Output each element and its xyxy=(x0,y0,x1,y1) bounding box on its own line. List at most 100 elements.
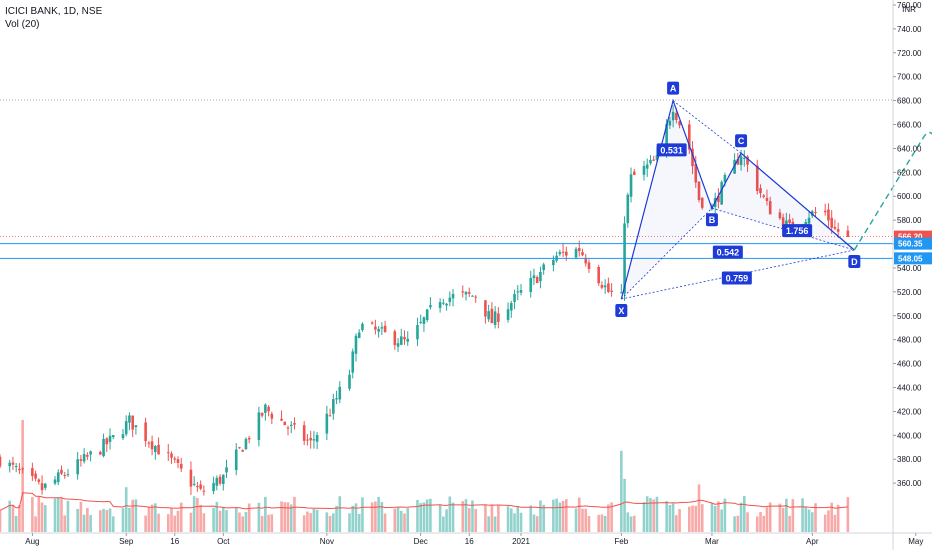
volume-bar xyxy=(736,515,740,532)
volume-bar xyxy=(99,510,102,532)
candle xyxy=(416,317,419,346)
candle xyxy=(370,321,374,325)
volume-bar xyxy=(102,508,105,532)
candle xyxy=(196,481,199,492)
volume-bar xyxy=(785,498,788,532)
candle xyxy=(357,329,361,339)
volume-bar xyxy=(733,516,736,532)
volume-bar xyxy=(79,501,83,532)
svg-text:X: X xyxy=(618,306,624,316)
candle xyxy=(620,284,623,294)
candle xyxy=(671,105,675,128)
volume-bar xyxy=(309,513,312,532)
volume-bar xyxy=(467,508,471,532)
y-tick-label: 420.00 xyxy=(897,407,922,416)
pattern-point-d: D xyxy=(848,255,861,269)
candle xyxy=(241,449,245,452)
volume-bar xyxy=(11,504,15,532)
svg-text:566.20: 566.20 xyxy=(898,233,923,242)
volume-bar xyxy=(238,512,241,532)
candle xyxy=(40,475,44,495)
candle xyxy=(176,456,180,469)
candle xyxy=(154,445,157,460)
volume-bar xyxy=(82,514,86,532)
volume-bar xyxy=(700,504,704,532)
candle xyxy=(755,159,759,195)
candle xyxy=(212,476,215,495)
candle xyxy=(131,415,134,438)
candle xyxy=(173,456,177,463)
volume-bar xyxy=(655,496,659,532)
volume-bar xyxy=(846,497,850,532)
candle xyxy=(128,412,131,431)
volume-bar xyxy=(713,506,717,532)
candle xyxy=(406,331,410,346)
volume-bar xyxy=(37,496,41,532)
candle xyxy=(697,181,701,203)
candle xyxy=(759,184,762,198)
volume-bar xyxy=(626,512,630,532)
candle xyxy=(221,474,225,491)
y-tick-label: 460.00 xyxy=(897,360,922,369)
volume-bar xyxy=(108,508,112,532)
volume-bar xyxy=(14,515,18,532)
volume-bar xyxy=(807,509,811,532)
candle xyxy=(555,251,558,263)
volume-bar xyxy=(247,503,251,532)
volume-bar xyxy=(289,504,293,532)
candle xyxy=(332,393,335,420)
candle xyxy=(532,268,536,286)
volume-bar xyxy=(280,501,283,532)
volume-bar xyxy=(694,505,698,532)
volume-bar xyxy=(519,512,523,532)
volume-bar xyxy=(697,484,701,532)
volume-bar xyxy=(105,509,109,532)
candle xyxy=(493,306,497,329)
volume-bar xyxy=(66,500,70,532)
y-tick-label: 580.00 xyxy=(897,216,922,225)
candle xyxy=(694,155,698,188)
chart-title: ICICI BANK, 1D, NSE xyxy=(5,6,103,17)
candle xyxy=(225,459,228,479)
volume-bar xyxy=(60,497,63,532)
volume-bar xyxy=(56,497,60,532)
candle xyxy=(309,430,312,449)
candle xyxy=(510,300,513,318)
candle xyxy=(649,155,652,166)
price-candles xyxy=(0,105,850,496)
candle xyxy=(14,463,18,473)
candle xyxy=(306,433,309,446)
candle xyxy=(179,457,183,473)
candle xyxy=(442,298,445,306)
volume-bar xyxy=(597,514,600,532)
candle xyxy=(733,153,736,174)
volume-bar xyxy=(791,499,795,532)
volume-bar xyxy=(529,505,533,532)
volume-bar xyxy=(623,478,626,532)
volume-bar xyxy=(150,504,154,532)
volume-bar xyxy=(542,504,545,532)
volume-bar xyxy=(577,497,581,532)
volume-bar xyxy=(328,515,332,532)
volume-bar xyxy=(8,500,12,532)
candle xyxy=(99,450,102,456)
candle xyxy=(629,167,633,203)
volume-bar xyxy=(451,502,455,532)
volume-bar xyxy=(380,502,384,532)
x-tick-label: Sep xyxy=(119,537,134,546)
x-tick-label: 16 xyxy=(465,537,474,546)
candle xyxy=(422,316,426,332)
svg-text:1.756: 1.756 xyxy=(786,226,809,236)
volume-bar xyxy=(131,499,134,532)
volume-bar xyxy=(357,513,361,532)
volume-bar xyxy=(199,504,202,532)
candle xyxy=(63,471,67,479)
volume-bar xyxy=(720,509,723,532)
candle xyxy=(76,452,79,480)
candle xyxy=(286,425,290,436)
candle xyxy=(377,326,380,338)
candle xyxy=(18,463,21,475)
candle xyxy=(464,291,468,301)
volume-bar xyxy=(552,499,555,532)
